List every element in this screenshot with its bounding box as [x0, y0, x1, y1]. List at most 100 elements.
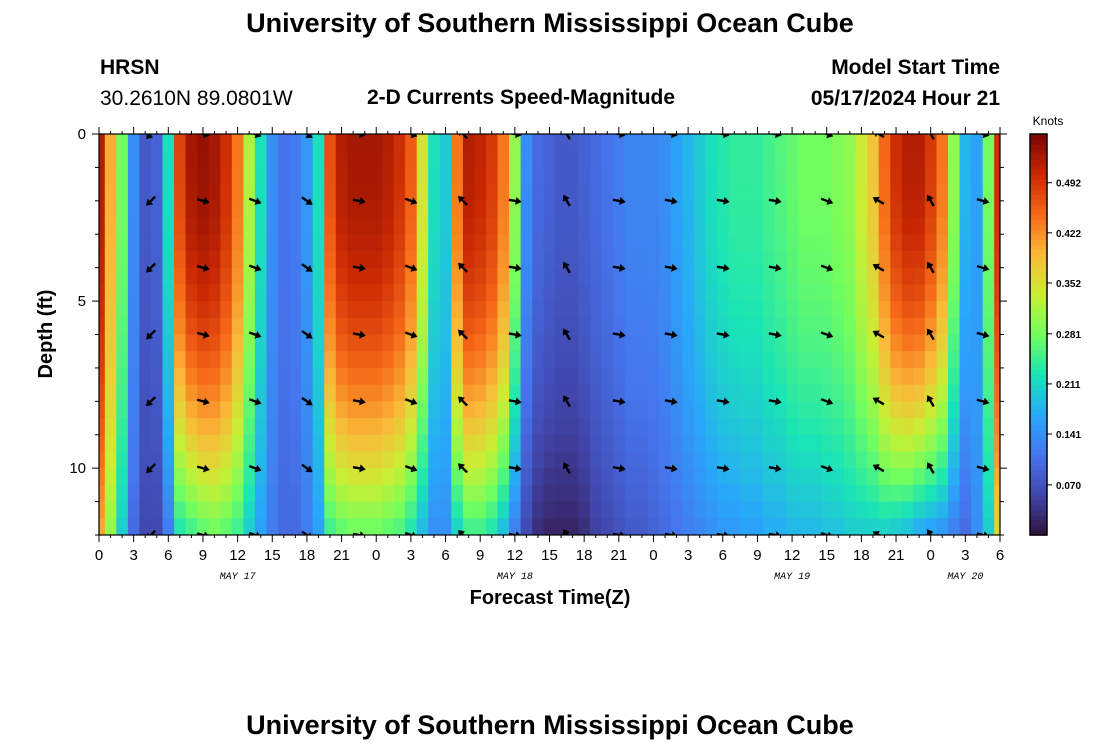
heatmap-cell [855, 301, 868, 319]
heatmap-cell [555, 334, 568, 352]
heatmap-cell [393, 184, 406, 202]
heatmap-cell [682, 234, 695, 252]
heatmap-cell [832, 134, 845, 152]
heatmap-cell [266, 418, 279, 436]
heatmap-cell [924, 351, 938, 369]
heatmap-cell [104, 434, 117, 453]
heatmap-cell [717, 434, 730, 453]
heatmap-cell [774, 468, 787, 486]
current-arrow [146, 195, 157, 206]
heatmap-cell [151, 150, 164, 168]
heatmap-cell [393, 167, 406, 185]
heatmap-cell [104, 468, 117, 486]
heatmap-cell [786, 234, 799, 252]
heatmap-cell [497, 184, 510, 202]
heatmap-cell [312, 351, 325, 369]
heatmap-cell [370, 501, 383, 519]
heatmap-cell [971, 468, 984, 486]
heatmap-cell [705, 351, 718, 369]
heatmap-cell [151, 134, 164, 152]
heatmap-cell [936, 317, 949, 336]
heatmap-cell [439, 367, 452, 386]
heatmap-cell [532, 518, 545, 535]
heatmap-cell [497, 351, 510, 369]
heatmap-cell [520, 518, 533, 535]
heatmap-cell [220, 518, 233, 535]
heatmap-cell [948, 401, 961, 419]
x-tick-label: 15 [818, 547, 835, 564]
heatmap-cell [751, 134, 764, 152]
heatmap-cell [728, 468, 741, 486]
heatmap-cell [382, 217, 395, 235]
heatmap-cell [555, 167, 568, 185]
heatmap-cell [243, 367, 256, 386]
heatmap-cell [289, 200, 302, 219]
heatmap-cell [763, 150, 776, 168]
heatmap-cell [486, 184, 499, 202]
colorbar-band [1030, 274, 1047, 280]
heatmap-cell [867, 418, 880, 436]
heatmap-cell [335, 134, 348, 152]
heatmap-cell [913, 518, 926, 535]
heatmap-cell [532, 234, 545, 252]
heatmap-cell [786, 200, 799, 219]
heatmap-cell [878, 200, 891, 219]
heatmap-cell [797, 217, 811, 235]
heatmap-cell [520, 468, 533, 486]
heatmap-cell [543, 434, 556, 453]
heatmap-cell [335, 418, 348, 436]
date-label: MAY 17 [220, 572, 256, 583]
heatmap-cell [948, 134, 961, 152]
heatmap-cell [358, 284, 372, 302]
heatmap-cell [578, 367, 591, 386]
colorbar-band [1030, 444, 1047, 451]
heatmap-cell [589, 317, 603, 336]
heatmap-cell [994, 317, 1000, 336]
heatmap-cell [185, 150, 198, 168]
heatmap-cell [982, 167, 995, 185]
heatmap-cell [497, 434, 510, 453]
heatmap-cell [358, 434, 372, 453]
heatmap-cell [682, 501, 695, 519]
heatmap-cell [197, 217, 210, 235]
heatmap-cell [416, 384, 429, 402]
heatmap-cell [613, 234, 626, 252]
heatmap-cell [486, 367, 499, 386]
heatmap-cell [116, 451, 129, 469]
heatmap-cell [832, 217, 845, 235]
heatmap-cell [520, 367, 533, 386]
heatmap-cell [959, 301, 972, 319]
heatmap-cell [959, 518, 972, 535]
heatmap-cell [428, 234, 441, 252]
heatmap-cell [589, 334, 603, 352]
heatmap-cell [693, 301, 707, 319]
current-arrow [404, 331, 418, 339]
heatmap-cell [358, 351, 372, 369]
heatmap-cell [220, 384, 233, 402]
heatmap-cell [821, 251, 834, 269]
colorbar-band [1030, 369, 1047, 376]
heatmap-cell [589, 134, 603, 152]
heatmap-cell [127, 351, 141, 369]
heatmap-cell [289, 484, 302, 503]
heatmap-cell [104, 418, 117, 436]
heatmap-cell [243, 301, 256, 319]
heatmap-cell [867, 301, 880, 319]
heatmap-cell [855, 167, 868, 185]
heatmap-cell [578, 150, 591, 168]
heatmap-cell [486, 451, 499, 469]
heatmap-cell [99, 267, 106, 285]
heatmap-cell [901, 367, 914, 386]
heatmap-cell [312, 451, 325, 469]
heatmap-cell [509, 518, 522, 535]
colorbar-band [1030, 139, 1047, 145]
heatmap-cell [370, 284, 383, 302]
heatmap-cell [555, 434, 568, 453]
heatmap-cell [636, 434, 649, 453]
heatmap-cell [948, 501, 961, 519]
heatmap-cell [601, 468, 614, 486]
heatmap-cell [416, 317, 429, 336]
heatmap-cell [162, 401, 175, 419]
heatmap-cell [797, 134, 811, 152]
